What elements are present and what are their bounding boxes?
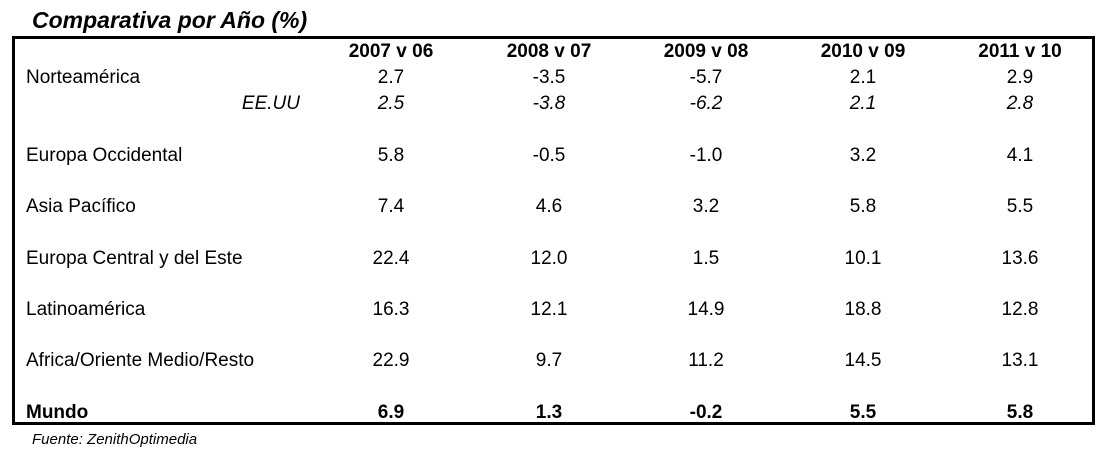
row-label: Latinoamérica (26, 299, 146, 320)
row-label: Mundo (26, 402, 89, 423)
column-header: 2007 v 06 (348, 41, 434, 62)
column-header: 2009 v 08 (663, 41, 749, 62)
table-cell: -3.5 (532, 67, 566, 88)
table-cell: 5.8 (377, 145, 405, 166)
column-header: 2010 v 09 (820, 41, 906, 62)
source-note: Fuente: ZenithOptimedia (32, 431, 198, 448)
table-cell: 7.4 (377, 196, 405, 217)
table-cell: 2.1 (849, 67, 877, 88)
table-cell: 3.2 (849, 145, 877, 166)
table-cell: 5.8 (849, 196, 877, 217)
row-label: Europa Central y del Este (26, 248, 243, 269)
column-header: 2011 v 10 (978, 41, 1062, 62)
table-cell: 12.0 (530, 248, 568, 269)
table-cell: 3.2 (692, 196, 720, 217)
table-cell: 13.6 (1001, 248, 1039, 269)
table-cell: 5.5 (1006, 196, 1034, 217)
table-cell: 2.5 (377, 93, 405, 114)
page-title: Comparativa por Año (%) (32, 7, 308, 33)
table-cell: 10.1 (844, 248, 882, 269)
table-frame (12, 36, 1095, 425)
table-cell: 2.8 (1006, 93, 1034, 114)
table-cell: 13.1 (1001, 350, 1039, 371)
table-cell: 18.8 (844, 299, 882, 320)
row-label: Norteamérica (26, 67, 141, 88)
table-cell: 11.2 (688, 350, 724, 371)
table-cell: 22.4 (372, 248, 410, 269)
table-cell: 2.1 (849, 93, 877, 114)
row-label: EE.UU (241, 93, 300, 114)
table-cell: 16.3 (372, 299, 410, 320)
table-cell: 2.7 (377, 67, 405, 88)
table-cell: 5.5 (849, 402, 877, 423)
table-cell: 22.9 (372, 350, 410, 371)
table-cell: -0.2 (689, 402, 723, 423)
column-header: 2008 v 07 (506, 41, 592, 62)
table-cell: -0.5 (532, 145, 566, 166)
table-cell: -5.7 (689, 67, 723, 88)
table-cell: 14.5 (844, 350, 882, 371)
table-cell: -3.8 (532, 93, 566, 114)
table-cell: 4.6 (535, 196, 563, 217)
table-cell: 12.8 (1001, 299, 1039, 320)
table-cell: 5.8 (1006, 402, 1034, 423)
row-label: Asia Pacífico (26, 196, 136, 217)
table-cell: 14.9 (687, 299, 725, 320)
table-cell: 1.5 (692, 248, 720, 269)
row-label: Africa/Oriente Medio/Resto (26, 350, 255, 371)
table-cell: 6.9 (377, 402, 405, 423)
table-cell: 12.1 (530, 299, 568, 320)
table-cell: 2.9 (1006, 67, 1034, 88)
table-cell: -6.2 (689, 93, 723, 114)
row-label: Europa Occidental (26, 145, 183, 166)
table-cell: 4.1 (1006, 145, 1034, 166)
table-cell: 9.7 (535, 350, 563, 371)
table-cell: -1.0 (689, 145, 723, 166)
table-cell: 1.3 (535, 402, 563, 423)
